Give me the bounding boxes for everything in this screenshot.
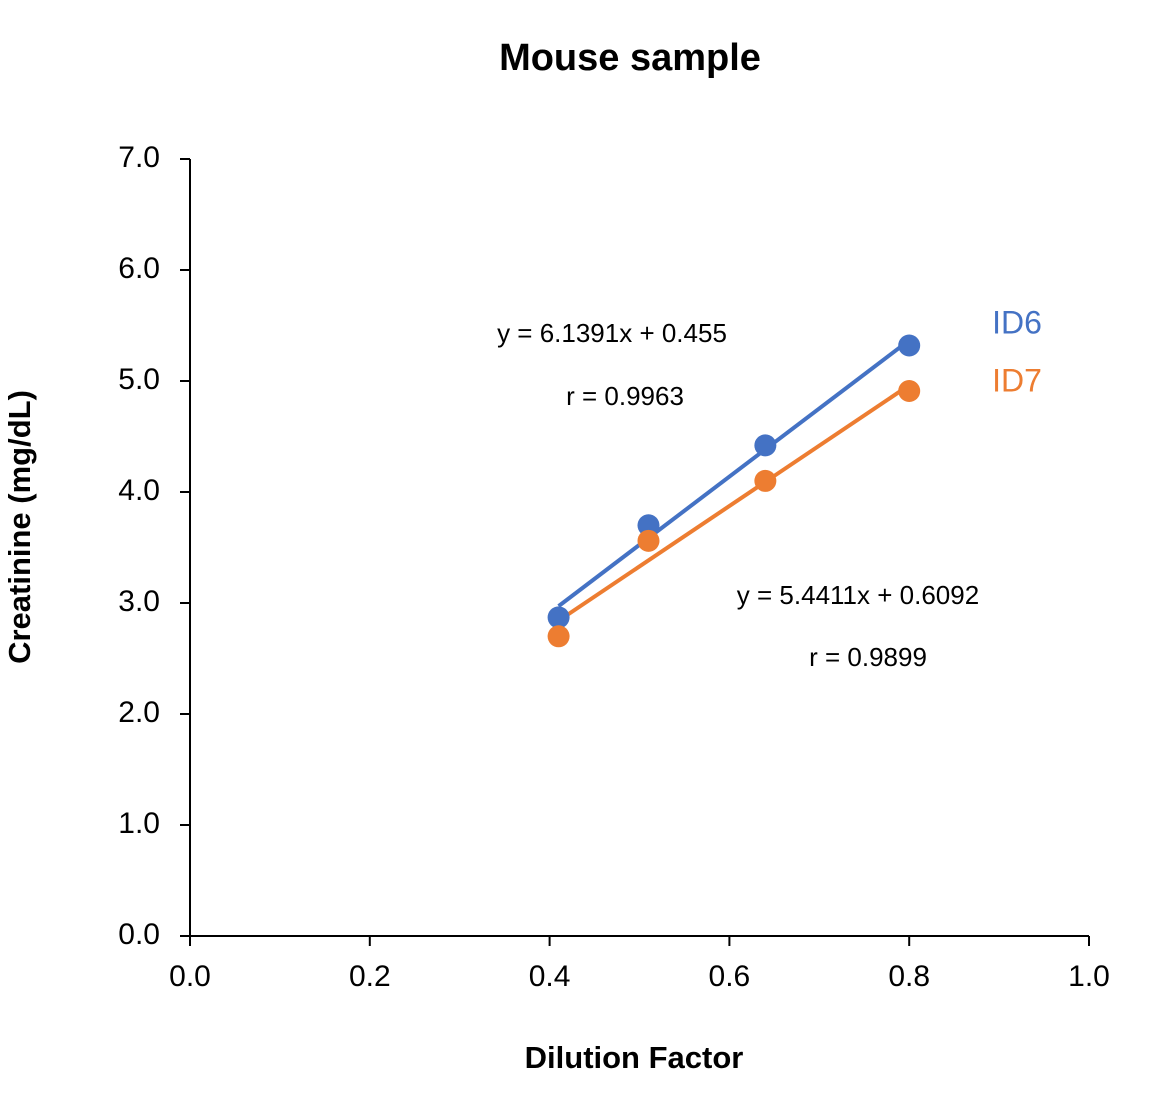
point [547,625,570,648]
trendline [557,338,911,608]
y-tick-label: 3.0 [118,585,160,618]
trendline-r: r = 0.9899 [809,642,927,672]
x-tick-label: 1.0 [1068,960,1110,993]
y-tick-label: 2.0 [118,696,160,729]
series-label: ID7 [992,362,1042,398]
y-tick-label: 1.0 [118,807,160,840]
x-axis-label: Dilution Factor [525,1040,744,1075]
trendline [557,383,911,623]
x-tick-label: 0.4 [529,960,571,993]
y-axis-label: Creatinine (mg/dL) [2,390,37,664]
trendline-equation: y = 5.4411x + 0.6092 [737,580,979,610]
series-label: ID6 [992,304,1042,340]
y-tick-label: 4.0 [118,474,160,507]
point [898,379,921,402]
point [898,334,921,357]
y-tick-label: 6.0 [118,252,160,285]
trendline-equation: y = 6.1391x + 0.455 [497,318,727,348]
x-tick-label: 0.6 [709,960,751,993]
y-tick-label: 7.0 [118,141,160,174]
point [637,514,660,537]
y-tick-label: 0.0 [118,918,160,951]
x-tick-label: 0.8 [888,960,930,993]
chart-title: Mouse sample [499,37,761,79]
point [547,606,570,629]
y-tick-label: 5.0 [118,363,160,396]
x-tick-label: 0.2 [349,960,391,993]
x-tick-label: 0.0 [169,960,211,993]
point [637,529,660,552]
point [754,434,777,457]
point [754,469,777,492]
trendline-r: r = 0.9963 [566,381,684,411]
